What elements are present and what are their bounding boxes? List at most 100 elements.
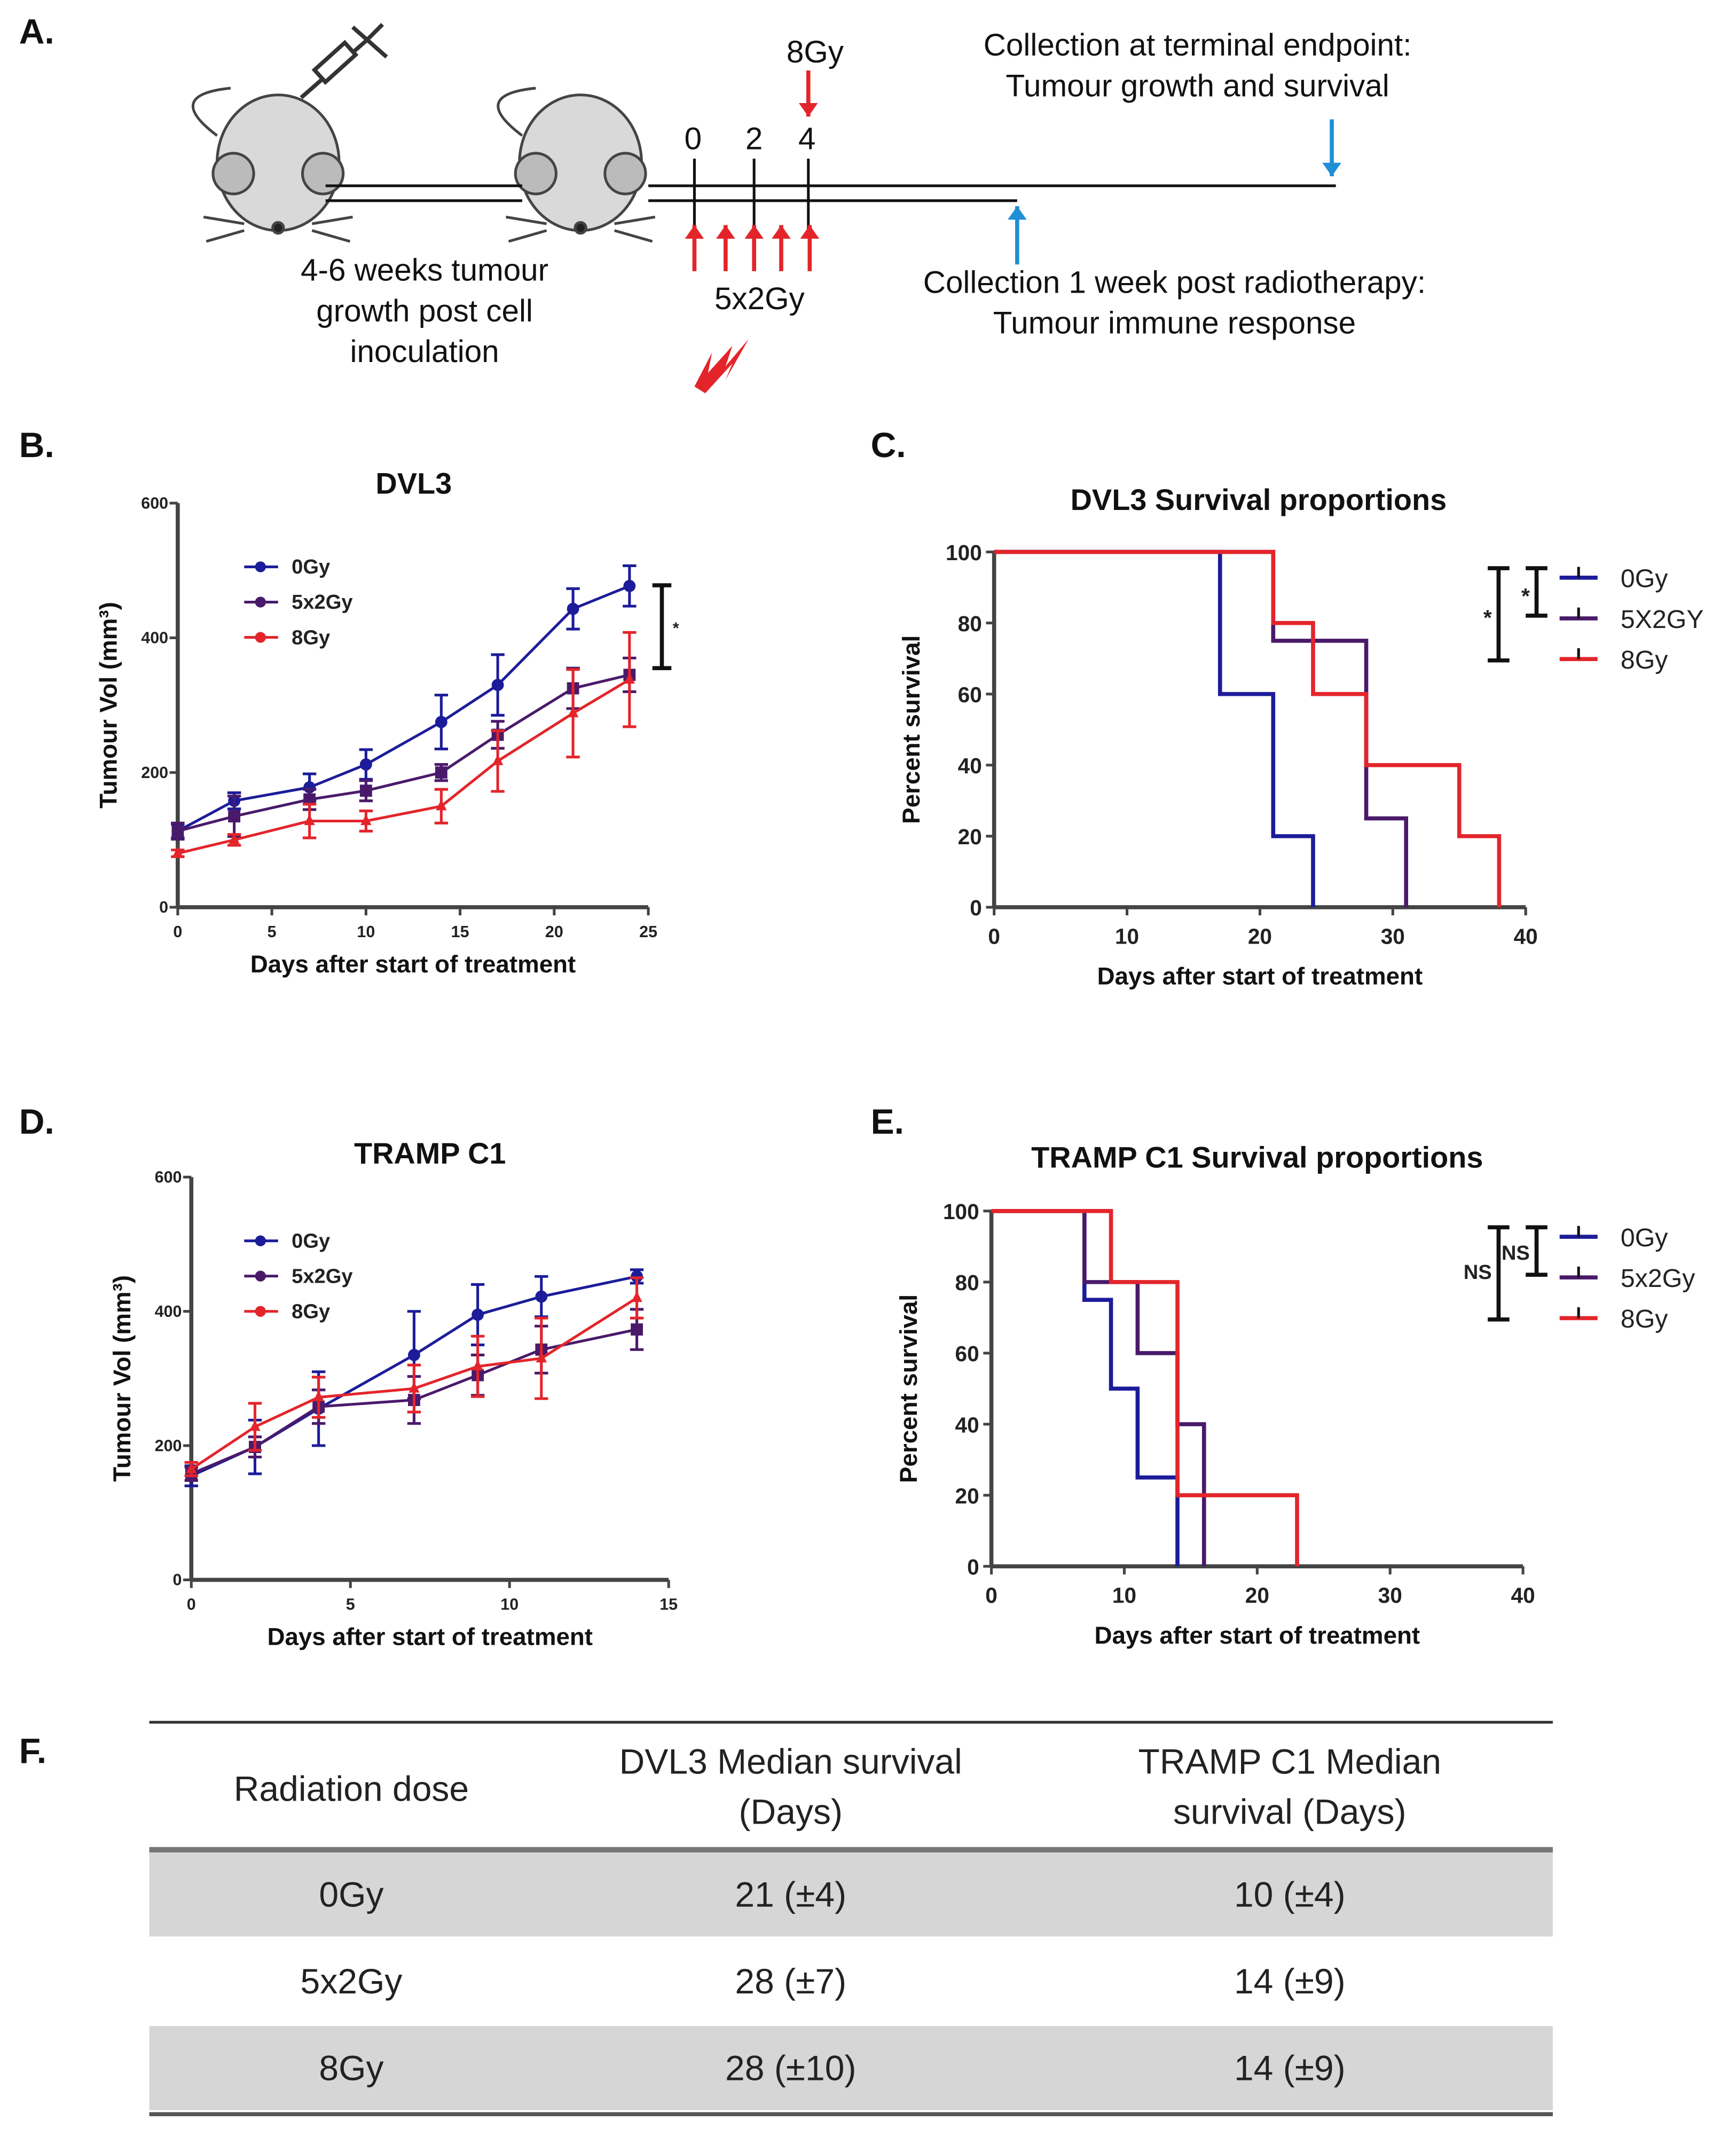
x-tick-label: 20 <box>1245 1583 1269 1608</box>
x-tick-label: 30 <box>1378 1583 1402 1608</box>
data-point <box>631 1291 642 1302</box>
data-point <box>303 793 316 806</box>
data-point <box>228 810 241 823</box>
arrowhead-icon <box>685 225 704 239</box>
arrowhead-icon <box>1008 206 1027 220</box>
series-5X2GY <box>994 549 1408 907</box>
y-axis-title: Tumour Vol (mm³) <box>95 602 122 808</box>
data-point <box>631 1323 643 1336</box>
arrowhead-icon <box>800 225 820 239</box>
arrowhead-icon <box>798 103 818 117</box>
survival-curve <box>994 549 1408 907</box>
single-dose-label: 8Gy <box>787 35 844 69</box>
legend-label: 5x2Gy <box>1621 1264 1695 1293</box>
radiation-bolt-icon <box>694 339 749 394</box>
data-point <box>186 1462 197 1473</box>
table-cell: 10 (±4) <box>1234 1875 1346 1914</box>
data-point <box>359 784 372 797</box>
series-8Gy <box>171 631 637 858</box>
table-header: (Days) <box>739 1792 843 1832</box>
data-point <box>313 1390 324 1402</box>
data-point <box>535 1290 548 1303</box>
panel-label-a: A. <box>19 11 54 51</box>
legend-label: 8Gy <box>292 1300 330 1323</box>
legend-marker <box>255 596 266 608</box>
legend-label: 8Gy <box>1621 646 1668 674</box>
mouse-icon <box>191 87 353 243</box>
x-tick-label: 20 <box>1248 924 1272 949</box>
y-tick-label: 100 <box>946 540 982 565</box>
y-tick-label: 600 <box>141 494 168 512</box>
y-tick-label: 80 <box>955 1270 979 1295</box>
significance-label: * <box>1521 584 1530 608</box>
data-point <box>567 706 579 718</box>
significance-bracket <box>1526 1225 1548 1277</box>
x-tick-label: 5 <box>268 923 277 941</box>
y-tick-label: 400 <box>141 629 168 647</box>
data-point <box>623 579 636 592</box>
x-axis-title: Days after start of treatment <box>267 1623 593 1650</box>
legend-marker <box>255 1235 266 1246</box>
series-line <box>177 673 630 833</box>
day-label: 4 <box>798 121 815 156</box>
survival-curve <box>994 549 1502 907</box>
week-text: Tumour immune response <box>993 306 1356 341</box>
table-cell: 5x2Gy <box>301 1961 403 2001</box>
x-tick-label: 40 <box>1514 924 1538 949</box>
y-tick-label: 20 <box>955 1483 979 1508</box>
legend-label: 0Gy <box>292 1230 330 1252</box>
data-point <box>409 1381 420 1393</box>
series-line <box>177 584 630 833</box>
table-header: Radiation dose <box>234 1769 469 1808</box>
y-tick-label: 200 <box>141 764 168 782</box>
legend-label: 5x2Gy <box>292 591 352 614</box>
significance-bracket <box>1526 566 1548 618</box>
x-axis-title: Days after start of treatment <box>1095 1622 1420 1649</box>
panel-label-c: C. <box>871 425 906 465</box>
x-tick-label: 10 <box>357 923 375 941</box>
x-tick-label: 0 <box>988 924 1000 949</box>
y-tick-label: 40 <box>955 1412 979 1437</box>
table-header: survival (Days) <box>1173 1792 1406 1832</box>
table-cell: 28 (±10) <box>725 2048 856 2088</box>
legend-label: 0Gy <box>1621 1223 1668 1252</box>
terminal-text: Tumour growth and survival <box>1006 68 1389 103</box>
table-row-bg <box>149 2026 1553 2110</box>
y-tick-label: 200 <box>155 1436 182 1455</box>
data-point <box>360 814 372 826</box>
x-tick-label: 15 <box>659 1595 678 1613</box>
x-tick-label: 10 <box>500 1595 519 1613</box>
series-5x2Gy <box>171 656 637 841</box>
legend-marker <box>255 1270 266 1282</box>
y-tick-label: 80 <box>958 611 982 636</box>
survival-curve <box>994 549 1315 907</box>
x-tick-label: 0 <box>173 923 182 941</box>
y-tick-label: 0 <box>970 896 982 920</box>
y-tick-label: 400 <box>155 1302 182 1321</box>
data-point <box>408 1349 420 1361</box>
chart-title: DVL3 <box>375 466 452 500</box>
arrowhead-icon <box>716 225 735 239</box>
data-point <box>567 602 579 615</box>
x-tick-label: 30 <box>1381 924 1405 949</box>
y-tick-label: 60 <box>958 682 982 707</box>
legend-label: 0Gy <box>292 556 330 578</box>
table-cell: 21 (±4) <box>735 1875 846 1914</box>
x-axis-title: Days after start of treatment <box>250 951 576 978</box>
panel-label-f: F. <box>19 1731 46 1770</box>
significance-bracket <box>1488 1225 1510 1322</box>
timeline-diagram: 0 2 4 8Gy 5x2Gy 4-6 weeks tumour growth … <box>191 23 1426 394</box>
x-tick-label: 20 <box>545 923 563 941</box>
y-tick-label: 40 <box>958 753 982 778</box>
x-tick-label: 0 <box>985 1583 997 1608</box>
median-survival-table: Radiation dose DVL3 Median survival (Days)… <box>149 1721 1553 2116</box>
x-tick-label: 40 <box>1511 1583 1535 1608</box>
chart-dvl3-survival: DVL3 Survival proportions 0 10 20 30 40 0 20 40 6… <box>898 483 1704 990</box>
dose-arrows <box>685 70 1341 271</box>
x-tick-label: 15 <box>451 923 469 941</box>
data-point <box>624 672 635 684</box>
table-cell: 0Gy <box>319 1875 383 1914</box>
significance-label: NS <box>1502 1242 1530 1265</box>
data-point <box>472 1308 484 1321</box>
